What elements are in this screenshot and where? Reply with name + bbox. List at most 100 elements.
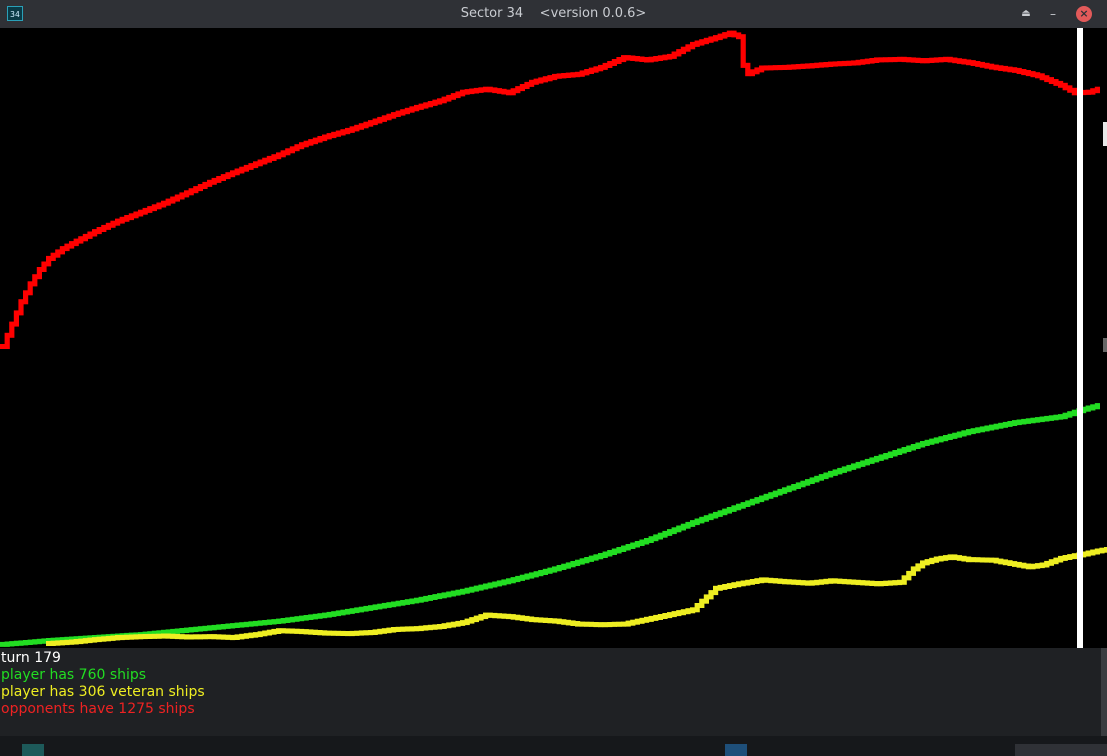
data-point-opponents [391, 112, 397, 119]
data-point-veteran [441, 623, 447, 629]
data-point-opponents [542, 76, 548, 83]
data-point-veteran [538, 617, 544, 623]
data-point-veteran [869, 580, 875, 586]
data-point-player [616, 547, 622, 554]
data-point-opponents [317, 136, 323, 143]
data-point-veteran [1053, 557, 1059, 565]
data-point-veteran [814, 579, 820, 586]
scroll-edge-marker [1103, 338, 1107, 352]
data-point-player [492, 581, 498, 588]
data-point-veteran [469, 617, 475, 624]
data-point-player [809, 477, 815, 484]
data-point-player [55, 637, 61, 643]
keep-above-button[interactable]: ⏏ [1017, 5, 1035, 23]
opponent-ships-readout: opponents have 1275 ships [1, 701, 195, 717]
title-bar[interactable]: 34 Sector 34 <version 0.0.6> ⏏ – × [0, 0, 1107, 28]
data-point-veteran [460, 620, 466, 626]
data-point-player [299, 615, 305, 622]
data-point-veteran [570, 620, 576, 626]
data-point-veteran [179, 634, 185, 640]
data-point-veteran [492, 612, 498, 619]
data-point-player [151, 630, 157, 637]
data-point-player [400, 600, 406, 606]
data-point-veteran [602, 622, 608, 628]
data-point-veteran [533, 617, 539, 623]
data-point-opponents [653, 56, 659, 62]
data-point-opponents [998, 65, 1004, 71]
data-point-opponents [473, 87, 479, 94]
data-point-veteran [644, 616, 650, 623]
data-point-player [248, 621, 254, 627]
data-point-player [745, 500, 751, 507]
data-point-player [32, 639, 38, 645]
minimize-button[interactable]: – [1044, 5, 1062, 23]
data-point-veteran [795, 579, 801, 586]
taskbar[interactable] [0, 736, 1107, 756]
data-point-veteran [1039, 562, 1045, 569]
data-point-opponents [1048, 77, 1054, 84]
data-point-player [805, 479, 811, 486]
data-point-player [588, 555, 594, 562]
data-point-opponents [414, 104, 420, 112]
data-point-player [1039, 416, 1045, 423]
data-point-veteran [506, 613, 512, 620]
taskbar-item[interactable] [725, 744, 747, 756]
data-point-opponents [782, 64, 788, 70]
data-point-veteran [427, 624, 433, 631]
data-point-opponents [524, 81, 530, 89]
data-point-opponents [929, 57, 935, 63]
data-point-player [1081, 406, 1087, 414]
data-point-player [956, 431, 962, 438]
data-point-veteran [184, 634, 190, 640]
data-point-player [547, 567, 553, 574]
data-point-opponents [754, 67, 760, 75]
data-point-opponents [1062, 82, 1068, 91]
taskbar-item[interactable] [22, 744, 44, 756]
data-point-veteran [78, 638, 84, 645]
data-point-opponents [644, 57, 650, 63]
data-point-player [460, 588, 466, 595]
data-point-opponents [772, 65, 778, 71]
data-point-player [947, 433, 953, 440]
data-point-veteran [50, 640, 56, 646]
data-point-opponents [506, 89, 512, 96]
data-point-opponents [538, 77, 544, 84]
window-title: Sector 34 <version 0.0.6> [460, 6, 647, 21]
data-point-opponents [906, 57, 912, 63]
data-point-veteran [446, 622, 452, 629]
data-point-veteran [943, 555, 949, 561]
data-point-player [823, 472, 829, 480]
close-button[interactable]: × [1076, 6, 1092, 22]
data-point-veteran [262, 630, 268, 637]
data-point-player [174, 628, 180, 634]
data-point-veteran [694, 603, 700, 613]
data-point-opponents [303, 140, 309, 148]
data-point-opponents [239, 166, 245, 174]
data-point-veteran [423, 625, 429, 631]
data-point-opponents [510, 88, 516, 96]
data-point-veteran [294, 628, 300, 634]
data-point-opponents [294, 144, 300, 152]
data-point-opponents [952, 57, 958, 64]
data-point-opponents [685, 44, 691, 52]
data-point-opponents [667, 53, 673, 60]
data-point-opponents [1016, 67, 1022, 74]
data-point-veteran [450, 621, 456, 628]
data-point-veteran [133, 634, 139, 640]
data-point-opponents [308, 139, 314, 146]
data-point-veteran [690, 607, 696, 614]
data-point-veteran [115, 635, 121, 641]
data-point-veteran [345, 631, 351, 637]
data-point-veteran [418, 625, 424, 632]
data-point-player [749, 498, 755, 506]
data-point-veteran [910, 566, 916, 576]
data-point-opponents [552, 73, 558, 81]
data-point-opponents [759, 65, 765, 73]
data-point-veteran [308, 629, 314, 635]
data-point-opponents [786, 64, 792, 70]
data-point-opponents [657, 55, 663, 61]
taskbar-item[interactable] [1015, 744, 1107, 756]
data-point-player [9, 641, 15, 647]
data-point-opponents [598, 64, 604, 72]
data-point-player [455, 589, 461, 596]
